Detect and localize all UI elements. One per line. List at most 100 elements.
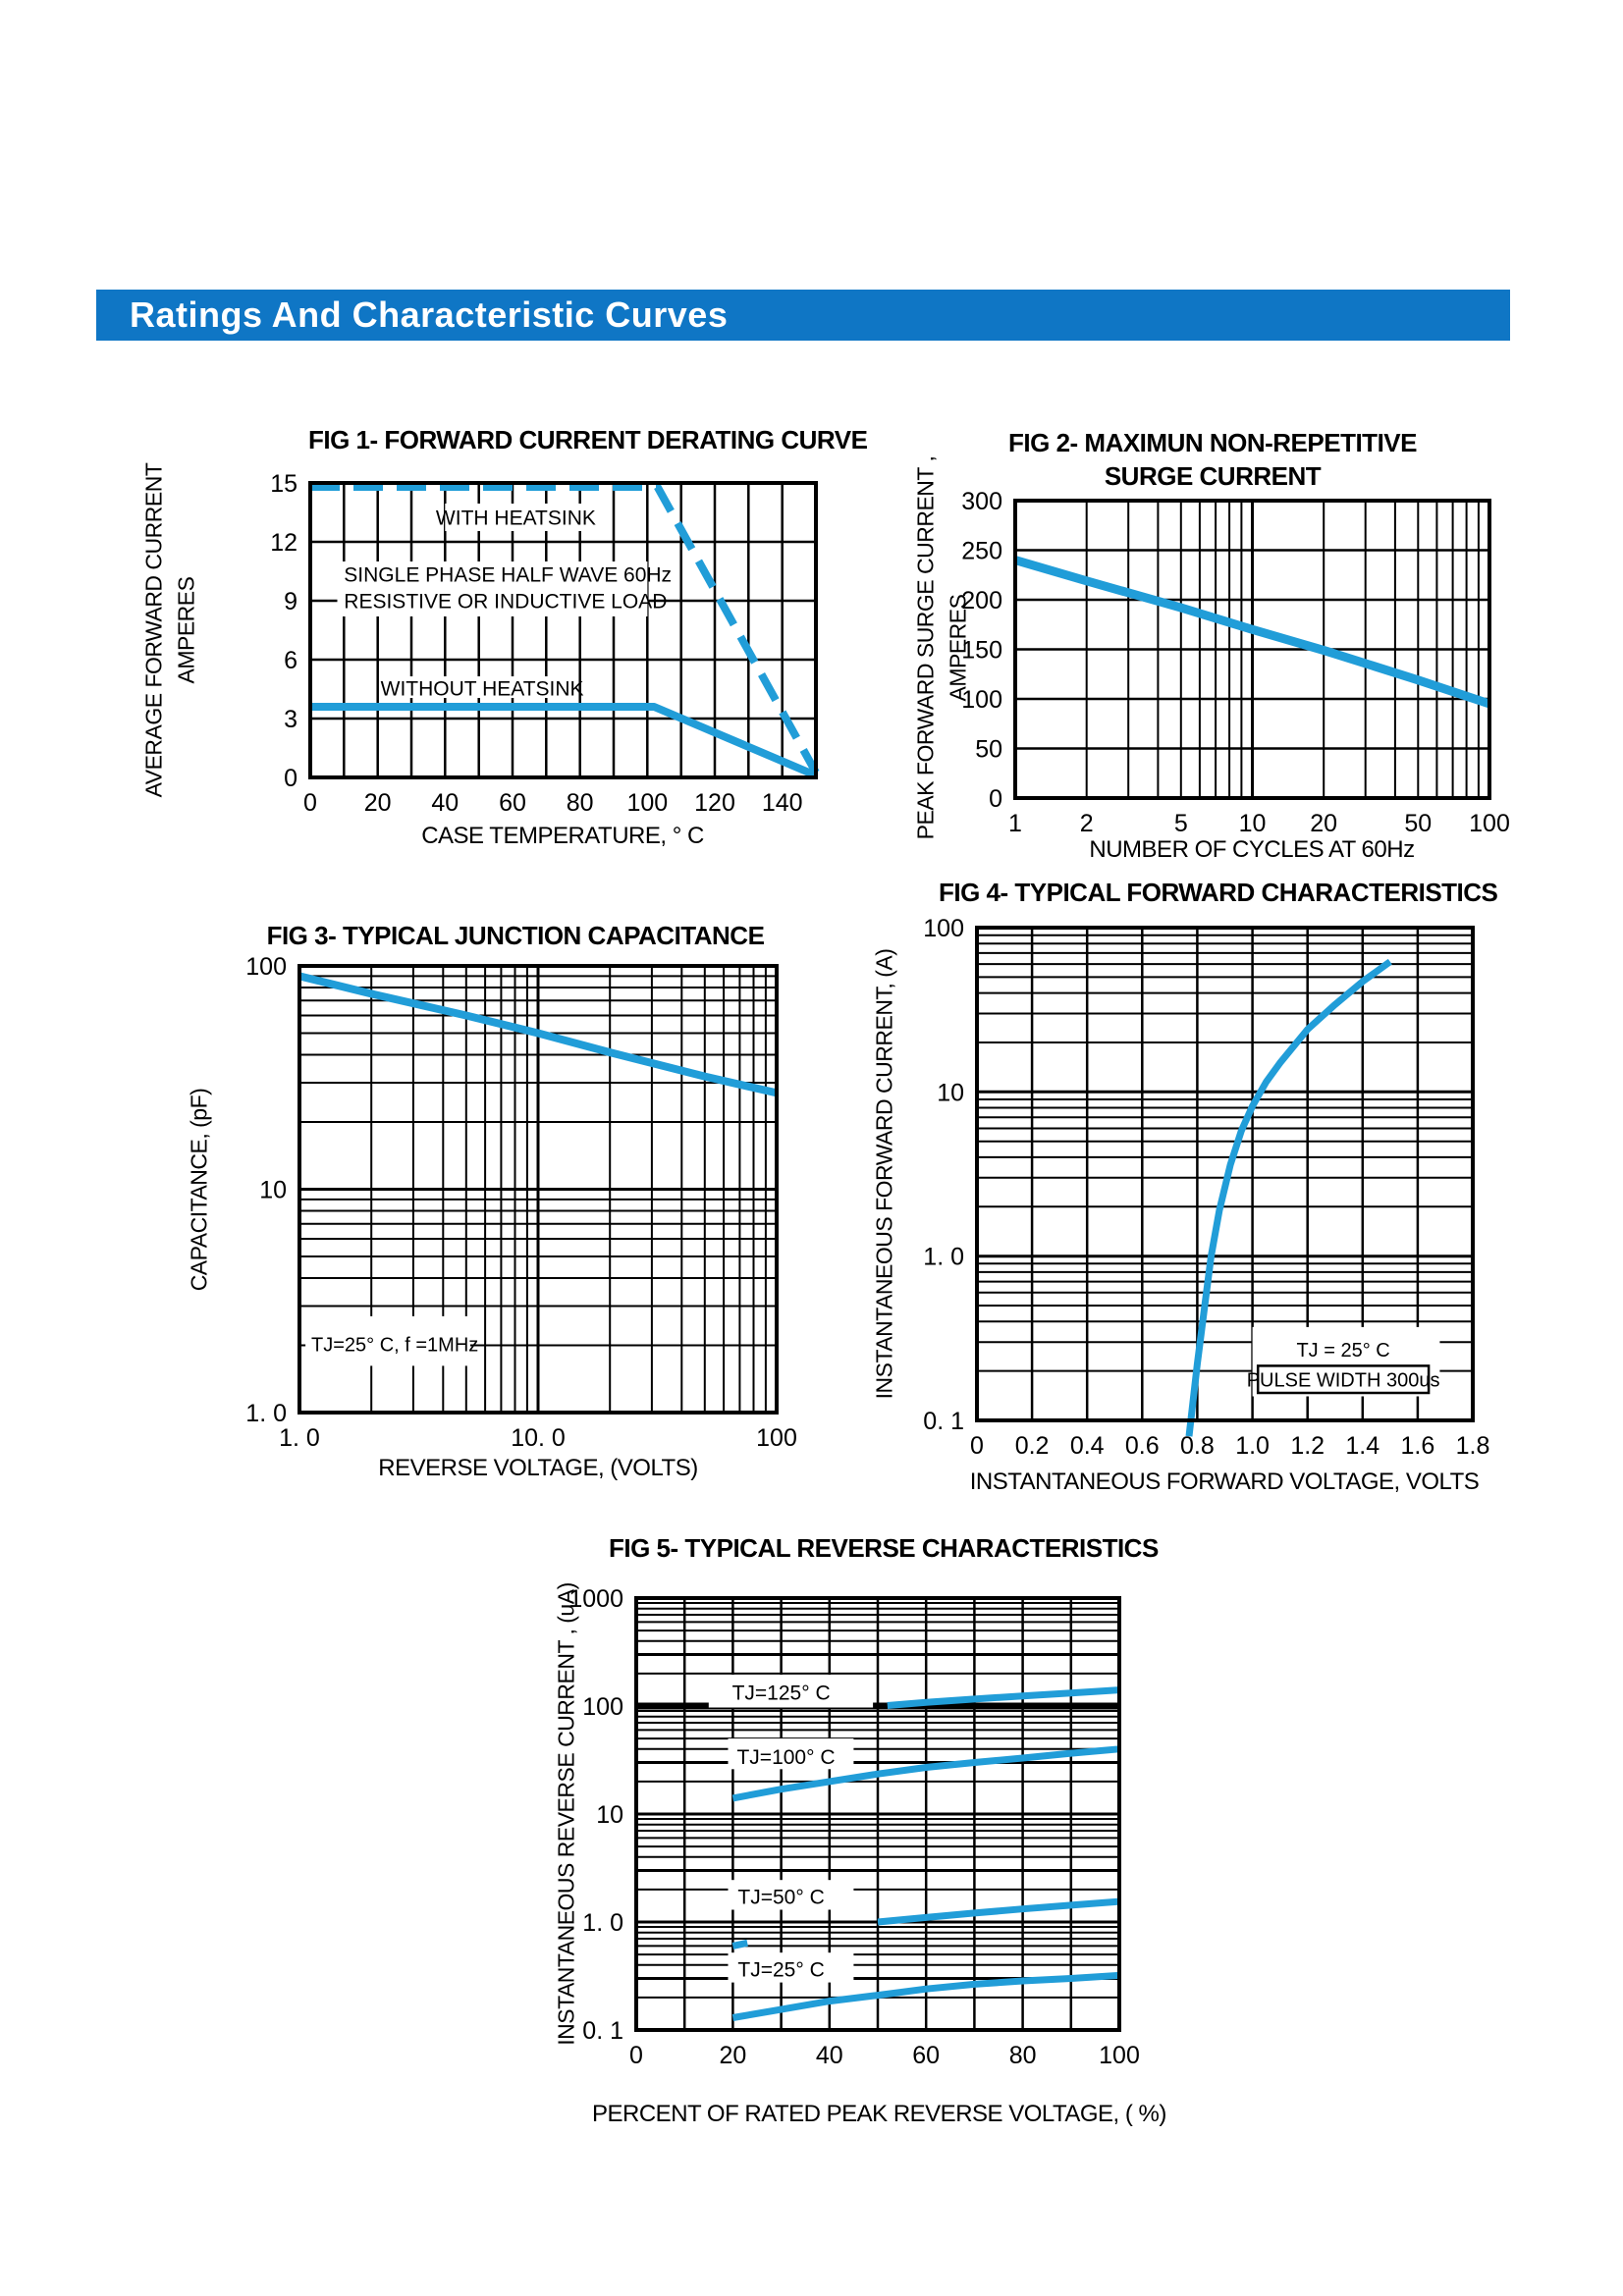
x-tick-label: 80 [567,789,594,817]
annotation-box [708,1675,874,1708]
x-tick-label: 20 [364,789,392,817]
x-tick-label: 1.2 [1290,1432,1325,1460]
x-tick-label: 140 [762,789,803,817]
annotation-label: SINGLE PHASE HALF WAVE 60Hz [344,563,672,586]
y-tick-label: 10 [937,1079,964,1106]
annotation-label: WITHOUT HEATSINK [381,677,584,700]
x-tick-label: 0 [970,1432,984,1460]
fig5-x-axis-label: PERCENT OF RATED PEAK REVERSE VOLTAGE, (… [592,2101,1166,2127]
y-tick-label: 1. 0 [245,1400,287,1427]
annotation-label: RESISTIVE OR INDUCTIVE LOAD [344,590,667,613]
fig1-title: FIG 1- FORWARD CURRENT DERATING CURVE [308,425,868,454]
curve-with-heatsink [310,483,820,774]
x-tick-label: 1.0 [1235,1432,1270,1460]
y-tick-label: 300 [961,488,1002,515]
fig5-y-axis-label: INSTANTANEOUS REVERSE CURRENT , (uA) [553,1582,579,2046]
y-tick-label: 150 [961,637,1002,665]
section-header-title: Ratings And Characteristic Curves [130,294,729,335]
annotation-label: TJ=125° C [732,1682,831,1705]
y-tick-label: 1. 0 [582,1909,623,1937]
annotation-label: TJ=25° C [737,1959,824,1982]
fig2-y-axis-label: PEAK FORWARD SURGE CURRENT , AMPERES [912,455,971,840]
x-tick-label: 100 [756,1424,797,1452]
section-header-bar: Ratings And Characteristic Curves [96,290,1510,341]
x-tick-label: 20 [719,2042,746,2069]
fig2-subtitle: SURGE CURRENT [1104,461,1322,491]
curve-tj-125c [887,1686,1120,1709]
x-tick-label: 10. 0 [511,1424,566,1452]
fig5-title: FIG 5- TYPICAL REVERSE CHARACTERISTICS [609,1533,1159,1563]
fig2-title: FIG 2- MAXIMUN NON-REPETITIVE [1008,428,1417,457]
y-tick-label: 100 [923,915,964,942]
fig3-y-axis-label: CAPACITANCE, (pF) [186,1088,212,1292]
x-tick-label: 100 [1099,2042,1140,2069]
x-tick-label: 5 [1174,810,1188,837]
y-tick-label: 0 [284,765,298,792]
fig3-title: FIG 3- TYPICAL JUNCTION CAPACITANCE [266,921,765,950]
annotation-label: TJ = 25° C [1296,1340,1389,1362]
annotation-box [401,676,570,698]
annotation-label: PULSE WIDTH 300us [1247,1370,1440,1392]
x-tick-label: 60 [912,2042,940,2069]
y-tick-label: 0 [989,785,1002,813]
y-tick-label: 0. 1 [923,1408,964,1435]
curve-tj-50c [877,1897,1120,1926]
annotation-label: TJ=25° C, f =1MHz [311,1335,478,1357]
plot-border [634,1596,1121,2032]
x-tick-label: 100 [1469,810,1510,837]
fig3-x-axis-label: REVERSE VOLTAGE, (VOLTS) [378,1455,698,1481]
fig4-plot: 0 0.2 0.4 0.6 0.8 1.0 1.2 1.4 1.6 1.8 100 10 1. 0 0. … [923,915,1489,1460]
fig1-y-axis-label: AVERAGE FORWARD CURRENT AMPERES [140,462,199,798]
x-tick-label: 40 [816,2042,843,2069]
y-tick-label: 1. 0 [923,1244,964,1271]
fig4-x-axis-label: INSTANTANEOUS FORWARD VOLTAGE, VOLTS [969,1468,1480,1495]
curve-forward-characteristic [1185,958,1392,1437]
x-tick-label: 1.8 [1456,1432,1490,1460]
y-tick-label: 250 [961,538,1002,565]
y-tick-label: 200 [961,587,1002,614]
y-tick-label: 100 [961,686,1002,714]
x-tick-label: 1.6 [1401,1432,1435,1460]
y-tick-label: 50 [975,736,1002,764]
x-tick-label: 0 [303,789,317,817]
fig3-plot: 1. 0 10. 0 100 100 10 1. 0 TJ=25° C, f =1MHz [245,953,797,1452]
x-tick-label: 1.4 [1345,1432,1380,1460]
curve-without-heatsink [310,703,818,779]
y-tick-label: 12 [270,529,298,557]
annotation-label: TJ=100° C [736,1746,835,1769]
annotation-box [1256,1364,1431,1395]
plot-border [298,964,779,1415]
annotation-label: WITH HEATSINK [436,507,596,529]
y-tick-label: 10 [596,1801,623,1829]
annotation-box [445,504,587,531]
x-tick-label: 2 [1080,810,1094,837]
y-tick-label: 1000 [568,1585,623,1613]
plot-border [308,481,818,779]
curve-tj-25c [731,1971,1120,2021]
x-tick-label: 0.8 [1180,1432,1215,1460]
x-tick-label: 10 [1239,810,1267,837]
fig1-plot: 0 20 40 60 80 100 120 140 15 12 9 6 3 0 SINGLE PHASE H… [270,470,820,817]
x-tick-label: 1. 0 [279,1424,320,1452]
x-tick-label: 0 [629,2042,643,2069]
annotation-box [728,1880,854,1910]
y-tick-label: 10 [259,1177,287,1204]
x-tick-label: 20 [1310,810,1337,837]
fig2-x-axis-label: NUMBER OF CYCLES AT 60Hz [1089,836,1415,863]
curve-tj-50c-stub [731,1939,748,1949]
y-tick-label: 3 [284,706,298,733]
curve-tj-100c [731,1745,1120,1802]
x-tick-label: 120 [694,789,735,817]
fig5-plot: 0 20 40 60 80 100 1000 100 10 1. 0 0. 1 TJ=125° C TJ… [568,1585,1139,2069]
annotation-box [728,1738,854,1770]
x-tick-label: 1 [1008,810,1022,837]
x-tick-label: 50 [1404,810,1432,837]
fig4-y-axis-label: INSTANTANEOUS FORWARD CURRENT, (A) [871,948,897,1400]
x-tick-label: 0.6 [1125,1432,1160,1460]
x-tick-label: 100 [626,789,668,817]
y-tick-label: 6 [284,647,298,674]
annotation-box [337,561,648,616]
curve-junction-capacitance [298,972,778,1097]
